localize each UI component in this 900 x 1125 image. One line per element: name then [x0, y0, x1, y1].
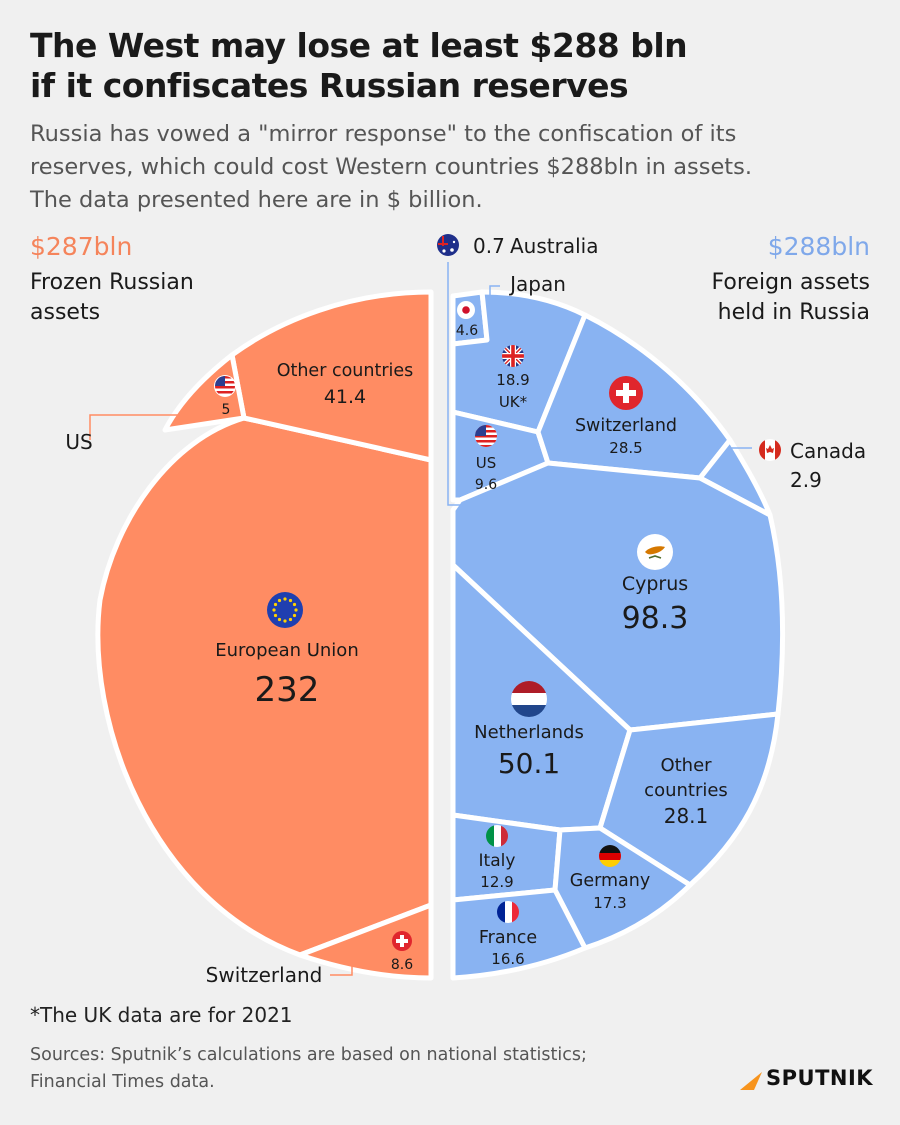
leader-us-left	[89, 414, 180, 440]
right-leaders	[447, 262, 752, 506]
canada-flag-icon	[759, 439, 781, 461]
japan-flag-icon	[457, 301, 475, 319]
chart-subtitle: Russia has vowed a "mirror response" to …	[30, 118, 870, 217]
value-us-right: 9.6	[475, 477, 497, 493]
us-flag-icon	[214, 375, 236, 397]
label-switzerland-left: Switzerland	[206, 963, 323, 987]
label-france: France	[479, 928, 537, 948]
value-canada: 2.9	[790, 468, 822, 492]
left-desc-line-1: Frozen Russian	[30, 270, 194, 295]
label-italy: Italy	[479, 851, 516, 871]
right-desc-line-2: held in Russia	[717, 300, 870, 325]
left-total: $287bln	[30, 232, 133, 261]
value-other-countries-left: 41.4	[324, 386, 366, 408]
uk-flag-icon	[502, 345, 524, 367]
cell-eu	[95, 415, 434, 958]
italy-flag-icon	[486, 825, 508, 847]
cyprus-flag-icon	[637, 534, 673, 570]
value-japan: 4.6	[456, 323, 478, 339]
label-switzerland-right: Switzerland	[575, 416, 677, 436]
sources-line-2: Financial Times data.	[30, 1072, 215, 1092]
sources-line-1: Sources: Sputnik’s calculations are base…	[30, 1045, 587, 1065]
title-line-2: if it confiscates Russian reserves	[30, 66, 629, 105]
left-leaders	[89, 414, 353, 976]
swiss-flag-icon	[609, 376, 643, 410]
australia-flag-icon	[437, 234, 459, 256]
subtitle-line-2: reserves, which could cost Western count…	[30, 154, 752, 180]
label-australia: Australia	[510, 234, 598, 258]
left-description: Frozen Russian assets	[30, 268, 194, 328]
leader-switzerland-left	[330, 965, 353, 976]
left-desc-line-2: assets	[30, 300, 101, 325]
france-flag-icon	[497, 901, 519, 923]
value-switzerland-left: 8.6	[391, 957, 413, 973]
value-uk: 18.9	[496, 371, 529, 389]
cell-switzerland-left	[297, 902, 434, 981]
label-netherlands: Netherlands	[474, 722, 584, 743]
label-eu: European Union	[215, 640, 358, 661]
swiss-flag-icon	[392, 931, 412, 951]
label-other-countries-left: Other countries	[277, 361, 414, 381]
value-cyprus: 98.3	[622, 601, 689, 636]
label-cyprus: Cyprus	[622, 573, 688, 595]
value-australia: 0.7	[473, 234, 505, 258]
label-other-countries-right-1: Other	[660, 755, 712, 776]
right-total: $288bln	[767, 232, 870, 261]
right-desc-line-1: Foreign assets	[711, 270, 870, 295]
label-japan: Japan	[508, 272, 566, 296]
netherlands-flag-icon	[511, 681, 547, 717]
cell-other-countries-right	[597, 711, 781, 888]
value-germany: 17.3	[593, 894, 626, 912]
value-france: 16.6	[491, 950, 524, 968]
value-us-left: 5	[222, 402, 231, 418]
eu-flag-icon	[267, 592, 303, 628]
leader-japan	[489, 285, 500, 296]
label-canada: Canada	[790, 439, 866, 463]
sources: Sources: Sputnik’s calculations are base…	[30, 1042, 587, 1096]
label-us-right: US	[476, 454, 497, 472]
chart-title: The West may lose at least $288 bln if i…	[30, 26, 870, 106]
left-half	[95, 289, 434, 981]
value-other-countries-right: 28.1	[664, 804, 709, 828]
value-eu: 232	[255, 670, 320, 710]
sputnik-logo-icon	[740, 1072, 762, 1090]
label-other-countries-right-2: countries	[644, 780, 728, 801]
cell-us-left	[162, 352, 247, 433]
title-line-1: The West may lose at least $288 bln	[30, 26, 688, 65]
germany-flag-icon	[599, 845, 621, 867]
subtitle-line-1: Russia has vowed a "mirror response" to …	[30, 121, 737, 147]
brand-name: SPUTNIK	[766, 1066, 874, 1090]
value-italy: 12.9	[480, 873, 513, 891]
cell-other-countries-left	[229, 289, 434, 463]
leader-australia	[447, 262, 462, 506]
value-netherlands: 50.1	[498, 747, 560, 780]
cell-france	[450, 887, 588, 981]
label-germany: Germany	[570, 871, 650, 891]
value-switzerland-right: 28.5	[609, 439, 642, 457]
footnote: *The UK data are for 2021	[30, 1003, 293, 1027]
us-flag-icon	[475, 425, 497, 447]
label-us-left: US	[65, 430, 92, 454]
voronoi-chart: European Union 232 Other countries 41.4 …	[65, 234, 866, 987]
subtitle-line-3: The data presented here are in $ billion…	[30, 187, 483, 213]
label-uk: UK*	[499, 393, 528, 411]
right-description: Foreign assets held in Russia	[712, 268, 870, 328]
